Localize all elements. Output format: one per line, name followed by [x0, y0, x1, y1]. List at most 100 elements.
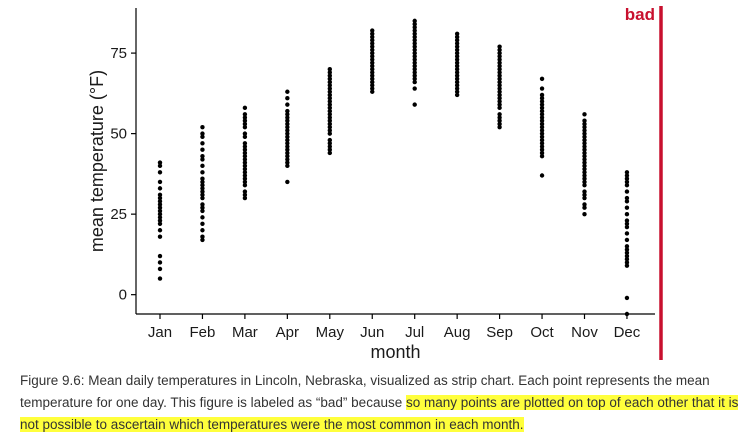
data-point	[157, 160, 163, 165]
data-point	[454, 54, 460, 59]
data-point	[370, 63, 375, 69]
data-point	[582, 179, 587, 185]
data-point	[285, 112, 290, 117]
data-point	[624, 182, 630, 188]
data-point	[327, 147, 332, 152]
data-point	[412, 70, 417, 75]
x-tick-label: Sep	[486, 324, 513, 341]
figure-caption: Figure 9.6: Mean daily temperatures in L…	[20, 370, 740, 436]
data-point	[539, 102, 545, 107]
data-point	[157, 192, 163, 198]
data-point	[412, 79, 417, 85]
data-point	[454, 92, 460, 98]
data-point	[582, 189, 587, 194]
data-point	[539, 95, 545, 101]
data-point	[624, 176, 630, 181]
data-point	[157, 202, 163, 207]
data-point	[157, 208, 163, 214]
data-point	[539, 121, 545, 127]
data-point	[624, 173, 630, 178]
data-point	[539, 144, 545, 149]
data-point	[200, 134, 205, 140]
data-point	[370, 34, 375, 40]
data-point	[157, 276, 163, 281]
data-point	[454, 63, 460, 69]
data-point	[327, 95, 332, 101]
data-point	[582, 166, 587, 172]
data-point	[412, 67, 417, 72]
y-ticks: 0 25 50 75	[110, 45, 136, 304]
points-layer	[157, 18, 630, 317]
data-point	[539, 92, 545, 98]
data-point	[497, 115, 502, 120]
data-point	[200, 182, 205, 188]
data-point	[454, 60, 460, 65]
y-tick-label: 50	[110, 126, 127, 143]
data-point	[497, 112, 502, 117]
data-point	[454, 34, 460, 40]
data-point	[582, 170, 587, 175]
data-point	[242, 166, 248, 172]
data-point	[327, 102, 332, 107]
data-point	[285, 108, 290, 114]
x-tick-label: Jun	[360, 324, 384, 341]
data-point	[412, 73, 417, 78]
x-tick-label: Nov	[571, 324, 598, 341]
data-point	[582, 173, 587, 178]
data-point	[242, 131, 248, 136]
data-point	[539, 153, 545, 159]
data-point	[285, 95, 290, 101]
data-point	[327, 79, 332, 85]
data-point	[285, 124, 290, 130]
data-point	[582, 128, 587, 133]
data-point	[285, 118, 290, 123]
data-point	[539, 134, 545, 140]
data-point	[624, 231, 630, 236]
data-point	[370, 83, 375, 88]
data-point	[242, 160, 248, 165]
data-point	[200, 189, 205, 194]
data-point	[370, 50, 375, 56]
data-point	[327, 92, 332, 98]
data-point	[539, 131, 545, 136]
data-point	[582, 112, 587, 117]
data-point	[285, 150, 290, 156]
data-point	[242, 150, 248, 156]
y-tick-label: 0	[119, 287, 127, 304]
data-point	[582, 163, 587, 169]
data-point	[412, 31, 417, 36]
data-point	[624, 224, 630, 230]
data-point	[624, 218, 630, 223]
data-point	[327, 89, 332, 94]
data-point	[539, 137, 545, 143]
data-point	[370, 60, 375, 65]
data-point	[200, 221, 205, 227]
data-point	[539, 115, 545, 120]
data-point	[539, 108, 545, 114]
data-point	[454, 79, 460, 85]
y-axis-title: mean temperature (°F)	[87, 70, 107, 252]
x-tick-label: Aug	[444, 324, 471, 341]
data-point	[242, 195, 248, 201]
data-point	[454, 31, 460, 36]
data-point	[454, 41, 460, 46]
data-point	[582, 118, 587, 123]
data-point	[539, 173, 545, 178]
data-point	[412, 76, 417, 82]
data-point	[157, 199, 163, 204]
data-point	[157, 253, 163, 259]
data-point	[327, 67, 332, 72]
data-point	[454, 44, 460, 49]
data-point	[200, 195, 205, 201]
data-point	[370, 54, 375, 59]
data-point	[242, 192, 248, 198]
data-point	[412, 50, 417, 56]
data-point	[157, 266, 163, 272]
data-point	[539, 118, 545, 123]
data-point	[200, 228, 205, 233]
data-point	[285, 137, 290, 143]
data-point	[412, 34, 417, 40]
x-tick-label: Feb	[190, 324, 216, 341]
data-point	[200, 179, 205, 185]
data-point	[497, 47, 502, 53]
